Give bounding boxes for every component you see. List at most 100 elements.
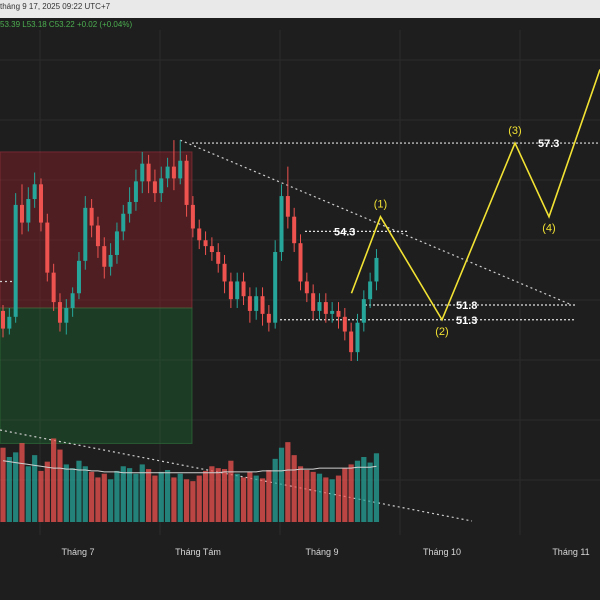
volume-bar-47	[297, 466, 304, 522]
volume-bar-50	[316, 473, 323, 522]
resistance-trendline	[180, 139, 573, 306]
volume-bar-18	[114, 470, 120, 522]
demand-zone	[0, 307, 193, 444]
volume-bar-51	[323, 477, 329, 522]
candle-body-49	[311, 293, 316, 311]
x-tick-label-4: Tháng 11	[552, 547, 589, 557]
level-51-3-label: 51.3	[456, 315, 477, 327]
candle-body-16	[102, 246, 107, 267]
candle-25	[159, 166, 164, 202]
candle-body-47	[298, 243, 303, 282]
candle-19	[121, 204, 126, 241]
volume-bar-30	[190, 481, 196, 522]
volume-bar-17	[108, 479, 114, 522]
candle-body-9	[57, 302, 62, 323]
volume-bar-56	[354, 460, 361, 522]
candle-55	[349, 322, 354, 361]
level-54-3-label: 54.3	[334, 226, 355, 238]
candle-body-22	[140, 163, 145, 182]
ohlc-readout: 53.39 L53.18 C53.22 +0.02 (+0.04%)	[0, 20, 133, 29]
candle-body-28	[178, 160, 183, 179]
candle-54	[342, 307, 347, 341]
volume-bar-54	[342, 468, 348, 522]
volume-bar-29	[183, 479, 190, 522]
x-tick-label-2: Tháng 9	[305, 547, 338, 557]
x-tick-label-1: Tháng Tám	[175, 547, 221, 557]
candle-14	[89, 199, 94, 238]
volume-bar-58	[367, 462, 373, 522]
candle-body-18	[114, 231, 119, 255]
candle-0	[1, 305, 5, 338]
candle-body-23	[146, 163, 151, 182]
volume-bar-53	[335, 475, 342, 522]
volume-bar-20	[127, 468, 133, 522]
volume-bar-38	[240, 477, 247, 522]
volume-bar-12	[76, 460, 82, 522]
candle-11	[70, 287, 75, 317]
candle-7	[45, 213, 50, 282]
volume-bar-21	[133, 473, 139, 522]
candle-body-19	[121, 213, 126, 232]
volume-bar-32	[202, 470, 209, 522]
candle-body-7	[45, 222, 50, 273]
candle-body-43	[273, 252, 278, 323]
candle-43	[273, 240, 278, 329]
candle-body-36	[228, 281, 233, 300]
volume-bar-35	[221, 469, 228, 522]
candle-body-52	[330, 310, 335, 314]
volume-bar-48	[304, 470, 310, 522]
volume-bar-28	[177, 473, 183, 522]
candle-body-25	[159, 178, 164, 194]
volume-bar-46	[291, 455, 297, 522]
candle-body-8	[51, 272, 56, 303]
candle-body-58	[368, 281, 373, 300]
candle-59	[374, 249, 379, 291]
candle-57	[361, 290, 366, 332]
candle-51	[323, 293, 328, 323]
candle-body-46	[292, 216, 297, 244]
candle-27	[171, 140, 176, 191]
volume-bar-43	[272, 458, 278, 522]
zones	[0, 151, 193, 444]
candle-body-50	[317, 302, 322, 311]
candle-42	[266, 305, 271, 332]
candle-28	[178, 140, 183, 185]
volume-bar-24	[152, 475, 158, 522]
candle-body-39	[247, 296, 252, 311]
volume-bar-34	[215, 468, 221, 522]
candle-48	[304, 272, 309, 303]
volume-bar-55	[348, 464, 354, 522]
candle-body-41	[260, 296, 265, 314]
timestamp-bar: tháng 9 17, 2025 09:22 UTC+7	[0, 0, 600, 18]
candles	[1, 140, 379, 361]
volume-bar-4	[25, 466, 31, 522]
level-57-3-label: 57.3	[538, 138, 559, 150]
volume-bar-59	[373, 453, 380, 522]
candle-body-40	[254, 296, 259, 311]
x-tick-label-3: Tháng 10	[423, 547, 461, 557]
candle-body-17	[108, 254, 113, 267]
volume-bar-15	[95, 477, 101, 522]
volume-bar-14	[89, 471, 95, 522]
candle-6	[38, 178, 43, 232]
candle-body-14	[89, 207, 94, 226]
candle-body-56	[355, 322, 360, 353]
candle-40	[254, 287, 259, 320]
volume-bar-6	[38, 470, 44, 522]
candle-56	[355, 313, 360, 361]
volume-bar-1	[6, 457, 12, 522]
candle-body-31	[197, 228, 202, 241]
forecast-line	[350, 69, 600, 322]
candle-body-27	[171, 166, 176, 179]
volume-bar-45	[285, 442, 291, 522]
candle-body-24	[152, 181, 157, 194]
volume-bar-40	[253, 475, 259, 522]
volume-bar-25	[158, 471, 164, 522]
wave-label-4: (4)	[542, 223, 555, 235]
candle-body-34	[216, 252, 221, 264]
volume-bar-8	[51, 438, 57, 522]
x-tick-label-0: Tháng 7	[61, 547, 94, 557]
candle-body-0	[1, 310, 5, 329]
